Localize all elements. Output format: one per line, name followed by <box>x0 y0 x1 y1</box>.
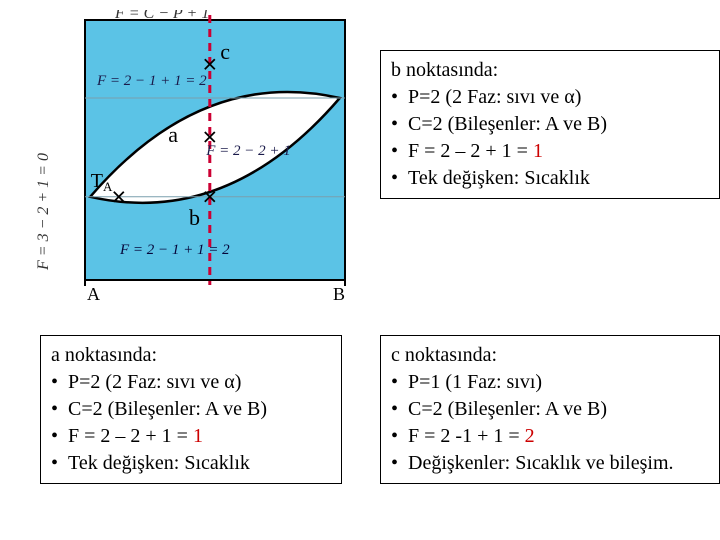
box-item: • Değişkenler: Sıcaklık ve bileşim. <box>391 450 709 477</box>
box-b: b noktasında: • P=2 (2 Faz: sıvı ve α)• … <box>380 50 720 199</box>
svg-text:F = C − P + 1: F = C − P + 1 <box>114 10 209 22</box>
box-b-title: b noktasında: <box>391 57 709 84</box>
box-a-title: a noktasında: <box>51 342 331 369</box>
svg-text:B: B <box>333 284 345 304</box>
svg-text:F = 3 − 2 + 1 = 0: F = 3 − 2 + 1 = 0 <box>35 153 52 271</box>
box-item: • P=2 (2 Faz: sıvı ve α) <box>391 84 709 111</box>
box-item: • P=2 (2 Faz: sıvı ve α) <box>51 369 331 396</box>
box-item: • Tek değişken: Sıcaklık <box>391 165 709 192</box>
svg-text:F = 2 − 1 + 1 = 2: F = 2 − 1 + 1 = 2 <box>119 242 230 258</box>
box-c: c noktasında: • P=1 (1 Faz: sıvı)• C=2 (… <box>380 335 720 484</box>
svg-text:c: c <box>220 39 230 64</box>
box-item: • P=1 (1 Faz: sıvı) <box>391 369 709 396</box>
box-item: • F = 2 – 2 + 1 = 1 <box>51 423 331 450</box>
box-item: • F = 2 – 2 + 1 = 1 <box>391 138 709 165</box>
box-c-list: • P=1 (1 Faz: sıvı)• C=2 (Bileşenler: A … <box>391 369 709 477</box>
box-item: • F = 2 -1 + 1 = 2 <box>391 423 709 450</box>
box-b-list: • P=2 (2 Faz: sıvı ve α)• C=2 (Bileşenle… <box>391 84 709 192</box>
box-item: • C=2 (Bileşenler: A ve B) <box>391 396 709 423</box>
svg-text:b: b <box>189 205 200 230</box>
phase-diagram: cabTAABF = C − P + 1F = 2 − 1 + 1 = 2F =… <box>10 10 370 315</box>
box-a: a noktasında: • P=2 (2 Faz: sıvı ve α)• … <box>40 335 342 484</box>
box-item: • Tek değişken: Sıcaklık <box>51 450 331 477</box>
box-c-title: c noktasında: <box>391 342 709 369</box>
box-a-list: • P=2 (2 Faz: sıvı ve α)• C=2 (Bileşenle… <box>51 369 331 477</box>
svg-text:F = 2 − 1 + 1 = 2: F = 2 − 1 + 1 = 2 <box>96 73 207 89</box>
box-item: • C=2 (Bileşenler: A ve B) <box>51 396 331 423</box>
svg-text:F = 2 − 2 + 1: F = 2 − 2 + 1 <box>205 143 291 159</box>
svg-text:A: A <box>87 284 100 304</box>
box-item: • C=2 (Bileşenler: A ve B) <box>391 111 709 138</box>
svg-text:a: a <box>168 122 178 147</box>
diagram-svg: cabTAABF = C − P + 1F = 2 − 1 + 1 = 2F =… <box>30 10 370 310</box>
